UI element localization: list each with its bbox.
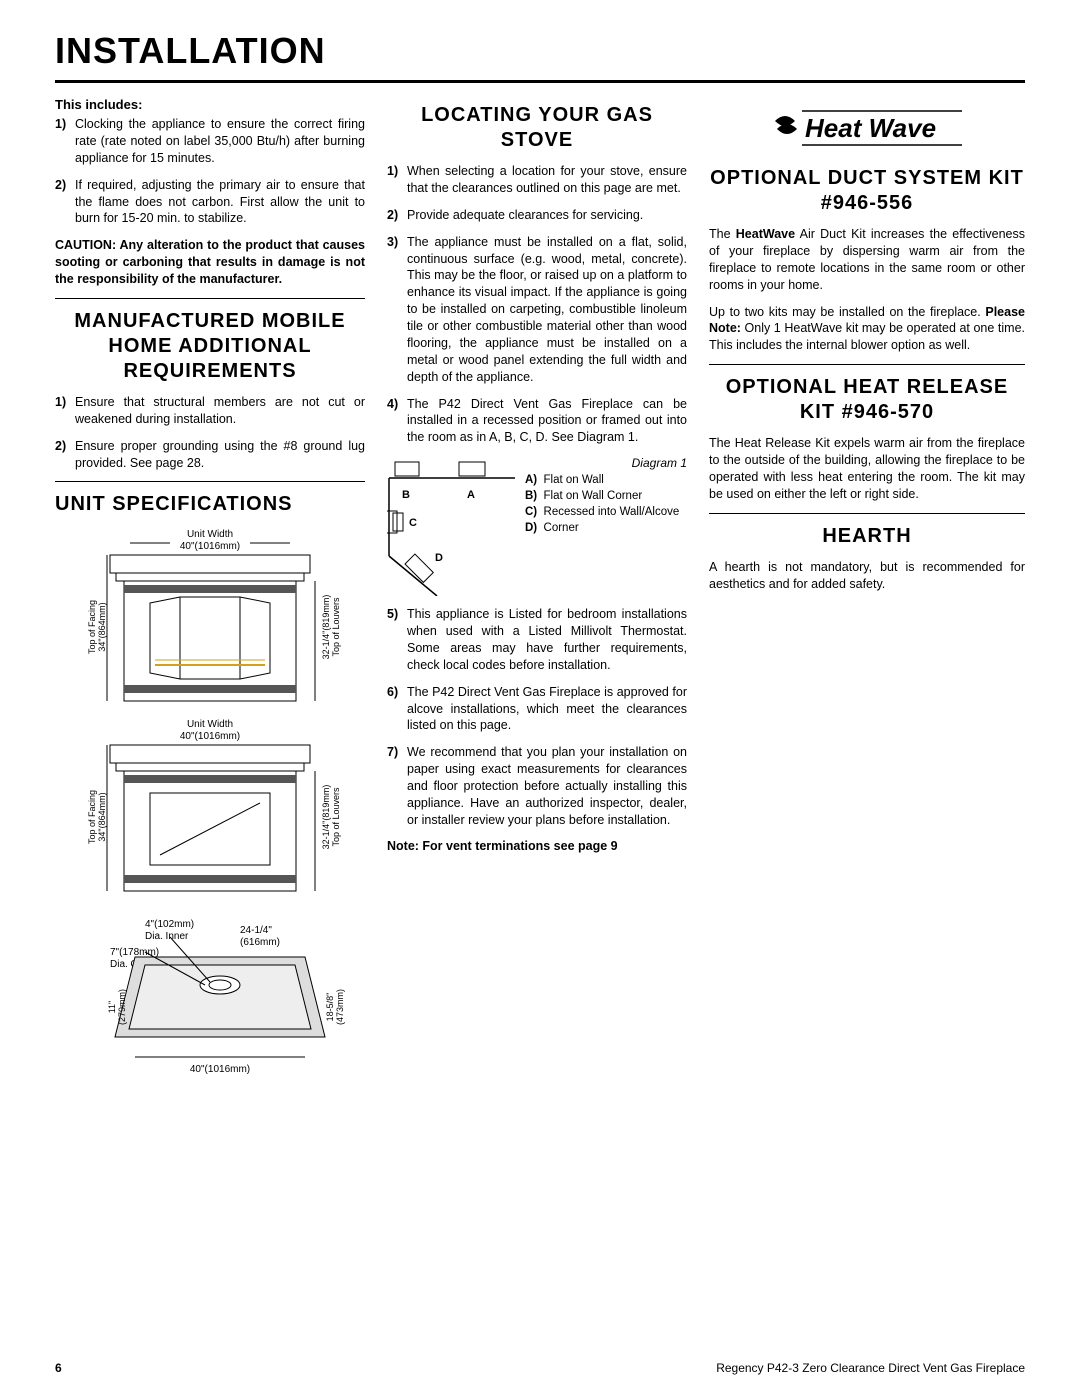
svg-text:24-1/4": 24-1/4": [240, 925, 272, 936]
diagram-caption: Diagram 1: [525, 456, 687, 470]
heatwave-logo: Heat Wave: [709, 103, 1025, 158]
placement-diagram: B A C D: [387, 456, 517, 596]
list-item: 4) The P42 Direct Vent Gas Fireplace can…: [387, 396, 687, 447]
heat-release-text: The Heat Release Kit expels warm air fro…: [709, 435, 1025, 503]
svg-text:B: B: [402, 489, 410, 501]
svg-text:(473mm): (473mm): [335, 989, 345, 1025]
svg-text:Heat Wave: Heat Wave: [805, 113, 936, 143]
svg-text:4"(102mm): 4"(102mm): [145, 919, 194, 930]
list-item: 2) Provide adequate clearances for servi…: [387, 207, 687, 224]
svg-text:Top of Facing: Top of Facing: [87, 600, 97, 654]
duct-text-2: Up to two kits may be installed on the f…: [709, 304, 1025, 355]
includes-heading: This includes:: [55, 97, 365, 112]
hearth-heading: HEARTH: [709, 524, 1025, 549]
list-item: 5) This appliance is Listed for bedroom …: [387, 606, 687, 674]
page-footer: 6 Regency P42-3 Zero Clearance Direct Ve…: [55, 1361, 1025, 1375]
unit-spec-diagram: Unit Width 40"(1016mm): [55, 527, 365, 1107]
divider: [709, 364, 1025, 365]
diagram-legend-col: Diagram 1 A) Flat on Wall B) Flat on Wal…: [525, 456, 687, 596]
caution-text: CAUTION: Any alteration to the product t…: [55, 237, 365, 288]
list-item: 2) If required, adjusting the primary ai…: [55, 177, 365, 228]
svg-text:(616mm): (616mm): [240, 937, 280, 948]
list-item: 3) The appliance must be installed on a …: [387, 234, 687, 386]
placement-diagram-row: B A C D Diagram 1 A: [387, 456, 687, 596]
duct-text: The HeatWave Air Duct Kit increases the …: [709, 226, 1025, 294]
svg-text:34"(864mm): 34"(864mm): [97, 793, 107, 842]
list-item: 1) Clocking the appliance to ensure the …: [55, 116, 365, 167]
column-3: Heat Wave OPTIONAL DUCT SYSTEM KIT #946-…: [709, 97, 1025, 1107]
svg-text:Unit Width: Unit Width: [187, 529, 233, 540]
svg-text:32-1/4"(819mm): 32-1/4"(819mm): [321, 785, 331, 850]
heat-release-heading: OPTIONAL HEAT RELEASE KIT #946-570: [709, 375, 1025, 425]
list-item: 1) When selecting a location for your st…: [387, 163, 687, 197]
svg-text:40"(1016mm): 40"(1016mm): [180, 541, 240, 552]
svg-text:C: C: [409, 517, 417, 529]
svg-text:34"(864mm): 34"(864mm): [97, 603, 107, 652]
svg-text:18-5/8": 18-5/8": [325, 993, 335, 1022]
list-item: 7) We recommend that you plan your insta…: [387, 744, 687, 828]
locate-heading: LOCATING YOUR GAS STOVE: [387, 103, 687, 153]
divider: [55, 298, 365, 299]
svg-text:D: D: [435, 552, 443, 564]
svg-text:(279mm): (279mm): [117, 989, 127, 1025]
svg-text:Top of Louvers: Top of Louvers: [331, 787, 341, 847]
columns: This includes: 1) Clocking the appliance…: [55, 97, 1025, 1107]
svg-text:Top of Louvers: Top of Louvers: [331, 597, 341, 657]
mobile-home-heading: MANUFACTURED MOBILE HOME ADDITIONAL REQU…: [55, 309, 365, 384]
duct-heading: OPTIONAL DUCT SYSTEM KIT #946-556: [709, 166, 1025, 216]
diagram-legend: A) Flat on Wall B) Flat on Wall Corner C…: [525, 472, 687, 536]
svg-text:7"(178mm): 7"(178mm): [110, 947, 159, 958]
column-2: LOCATING YOUR GAS STOVE 1) When selectin…: [387, 97, 687, 1107]
footer-doc-title: Regency P42-3 Zero Clearance Direct Vent…: [716, 1361, 1025, 1375]
page-number: 6: [55, 1361, 62, 1375]
list-item: 2) Ensure proper grounding using the #8 …: [55, 438, 365, 472]
page-title: INSTALLATION: [55, 30, 1025, 72]
column-1: This includes: 1) Clocking the appliance…: [55, 97, 365, 1107]
svg-text:11": 11": [107, 1001, 117, 1014]
hearth-text: A hearth is not mandatory, but is recomm…: [709, 559, 1025, 593]
list-item: 1) Ensure that structural members are no…: [55, 394, 365, 428]
divider: [55, 481, 365, 482]
svg-text:Unit Width: Unit Width: [187, 719, 233, 730]
svg-text:A: A: [467, 489, 475, 501]
svg-text:40"(1016mm): 40"(1016mm): [180, 731, 240, 742]
svg-text:Dia. Inner: Dia. Inner: [145, 931, 189, 942]
svg-text:40"(1016mm): 40"(1016mm): [190, 1064, 250, 1075]
svg-text:32-1/4"(819mm): 32-1/4"(819mm): [321, 595, 331, 660]
list-item: 6) The P42 Direct Vent Gas Fireplace is …: [387, 684, 687, 735]
svg-text:Top of Facing: Top of Facing: [87, 790, 97, 844]
divider: [709, 513, 1025, 514]
unit-spec-heading: UNIT SPECIFICATIONS: [55, 492, 365, 517]
vent-note: Note: For vent terminations see page 9: [387, 839, 687, 853]
divider: [55, 80, 1025, 83]
